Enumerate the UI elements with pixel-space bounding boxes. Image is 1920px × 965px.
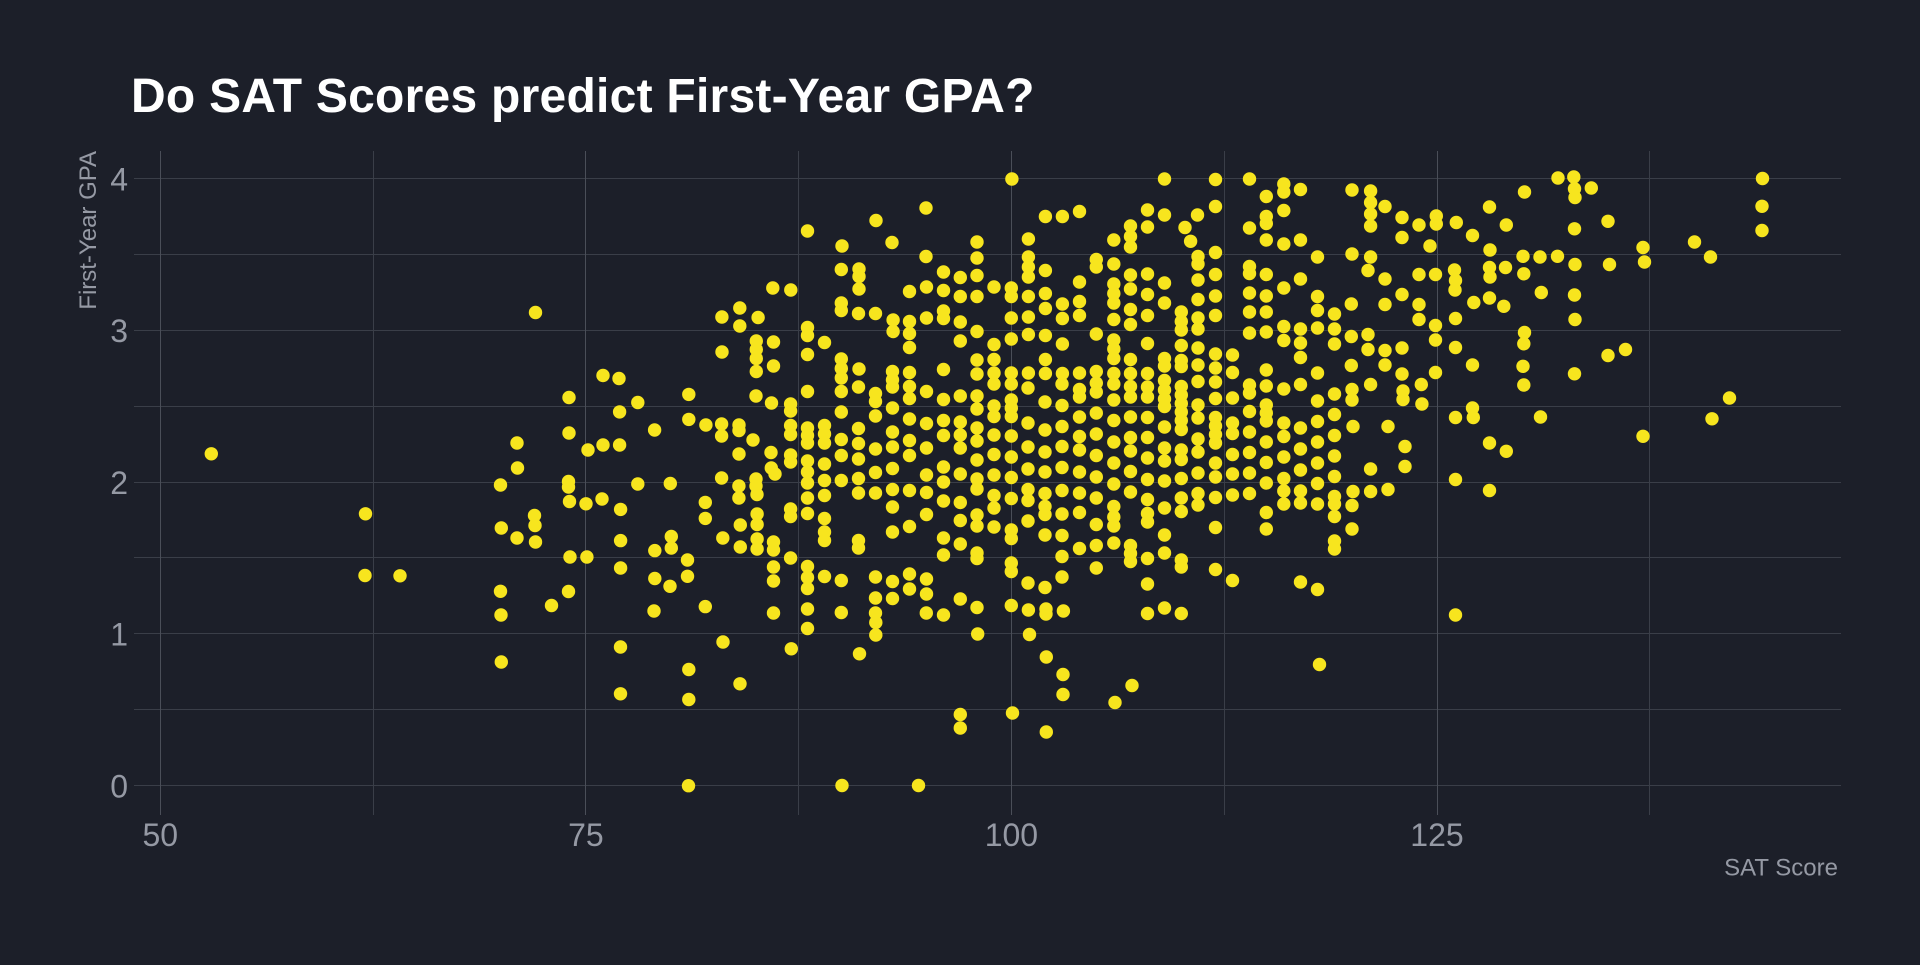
svg-text:125: 125 [1410,817,1463,853]
svg-text:4: 4 [110,162,128,198]
svg-text:SAT Score: SAT Score [1724,855,1838,882]
svg-text:First-Year GPA: First-Year GPA [75,151,102,310]
svg-text:50: 50 [143,817,179,853]
svg-text:2: 2 [110,465,128,501]
svg-text:100: 100 [985,817,1038,853]
svg-text:0: 0 [110,768,128,804]
svg-text:3: 3 [110,313,128,349]
svg-text:75: 75 [568,817,604,853]
svg-text:1: 1 [110,617,128,653]
svg-text:Do SAT Scores predict First-Ye: Do SAT Scores predict First-Year GPA? [131,70,1035,123]
